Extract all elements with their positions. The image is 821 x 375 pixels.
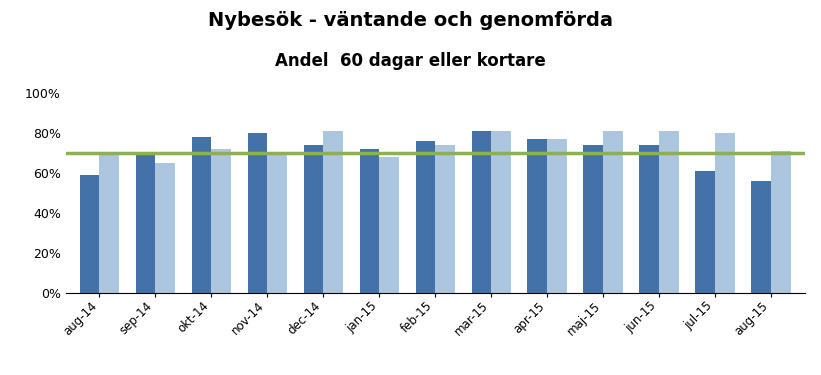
Text: Nybesök - väntande och genomförda: Nybesök - väntande och genomförda (208, 11, 613, 30)
Bar (155, 162, 175, 292)
Bar (360, 148, 379, 292)
Bar (248, 132, 267, 292)
Bar (135, 154, 155, 292)
Bar (771, 150, 791, 292)
Bar (584, 144, 603, 292)
Bar (379, 156, 399, 292)
Bar (547, 138, 566, 292)
Bar (415, 141, 435, 292)
Bar (80, 174, 99, 292)
Bar (659, 130, 679, 292)
Bar (99, 154, 119, 292)
Bar (715, 132, 735, 292)
Bar (491, 130, 511, 292)
Bar (323, 130, 343, 292)
Bar (471, 130, 491, 292)
Text: Andel  60 dagar eller kortare: Andel 60 dagar eller kortare (275, 53, 546, 70)
Bar (528, 138, 547, 292)
Bar (603, 130, 622, 292)
Bar (640, 144, 659, 292)
Bar (211, 148, 231, 292)
Bar (695, 171, 715, 292)
Bar (191, 136, 211, 292)
Bar (304, 144, 323, 292)
Bar (751, 180, 771, 292)
Bar (435, 144, 455, 292)
Bar (267, 153, 287, 292)
